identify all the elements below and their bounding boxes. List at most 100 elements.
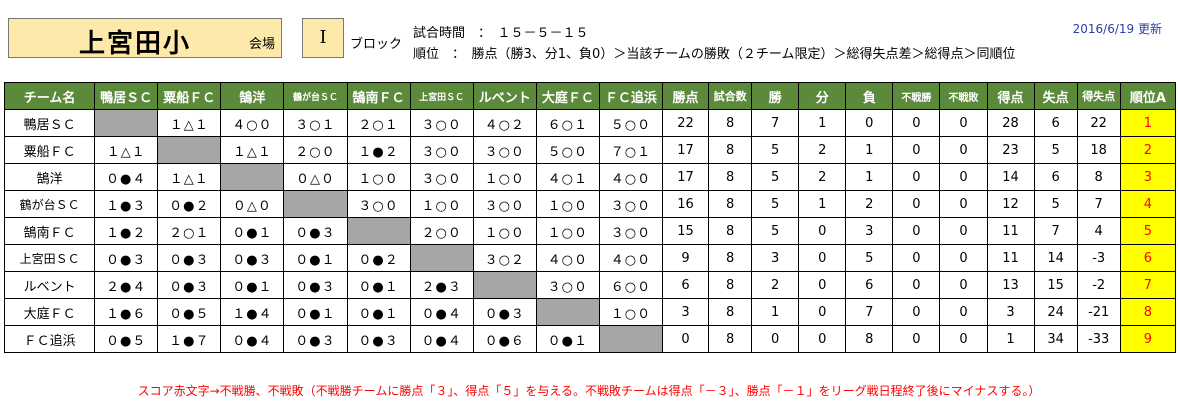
match-result-cell: ２○１	[346, 109, 411, 137]
match-result-cell: ０●４	[409, 325, 474, 353]
match-result-cell: ０●１	[346, 271, 411, 299]
stat-cell: -33	[1076, 325, 1121, 353]
header-row: チーム名 鴨居ＳＣ 粟船ＦＣ 鵠洋 鶴が台ＳＣ 鵠南ＦＣ 上宮田ＳＣ ルベント …	[3, 82, 1177, 110]
stat-cell: 0	[892, 298, 941, 326]
stat-cell: 18	[1076, 136, 1121, 164]
match-result-cell: ２○０	[283, 136, 348, 164]
self-match-cell	[598, 325, 663, 353]
table-row: 大庭ＦＣ １●６ ０●５ １●４ ０●１ ０●１ ０●４ ０●３ １○０ 3 8 1 0 7 0 0 3 24 -2…	[3, 298, 1177, 326]
stat-cell: 12	[986, 190, 1035, 218]
match-result-cell: ０●１	[283, 244, 348, 272]
match-result-cell: ２●４	[94, 271, 159, 299]
stat-cell: 5	[751, 190, 800, 218]
match-result-cell: ０●１	[283, 298, 348, 326]
stat-cell: 11	[986, 244, 1035, 272]
match-result-cell: ０●２	[346, 244, 411, 272]
stat-cell: 3	[986, 298, 1035, 326]
goals-for-header: 得点	[986, 82, 1035, 110]
stat-cell: 0	[939, 271, 988, 299]
venue-label: 会場	[248, 37, 275, 52]
table-row: 上宮田ＳＣ ０●３ ０●３ ０●３ ０●１ ０●２ ３○２ ４○０ ４○０ 9 8 3 0 5 0 0 11 14…	[3, 244, 1177, 272]
stat-cell: 5	[1033, 190, 1078, 218]
team-name: ルベント	[3, 271, 96, 299]
match-result-cell: １△１	[157, 163, 222, 191]
opponent-header: 粟船ＦＣ	[157, 82, 222, 110]
goal-diff-header: 得失点	[1076, 82, 1121, 110]
stat-cell: 24	[1033, 298, 1078, 326]
match-result-cell: ３○０	[472, 136, 537, 164]
opponent-header: 鵠洋	[220, 82, 285, 110]
match-result-cell: ０△０	[220, 190, 285, 218]
rank-cell: 7	[1119, 271, 1177, 299]
wins-header: 勝	[751, 82, 800, 110]
stat-cell: 0	[939, 190, 988, 218]
match-result-cell: ０●３	[346, 325, 411, 353]
match-result-cell: １○０	[472, 217, 537, 245]
stat-cell: 17	[661, 163, 710, 191]
stat-cell: 4	[1076, 217, 1121, 245]
stat-cell: 1	[798, 190, 847, 218]
match-result-cell: １○０	[535, 190, 600, 218]
table-row: 鶴が台ＳＣ １●３ ０●２ ０△０ ３○０ １○０ ３○０ １○０ ３○０ 16 8 5 1 2 0 0 12 5…	[3, 190, 1177, 218]
match-result-cell: ４○０	[220, 109, 285, 137]
opponent-header: 鴨居ＳＣ	[94, 82, 159, 110]
rank-cell: 6	[1119, 244, 1177, 272]
match-result-cell: ３○０	[472, 190, 537, 218]
match-result-cell: ０●４	[409, 298, 474, 326]
table-row: 鵠洋 ０●４ １△１ ０△０ １○０ ３○０ １○０ ４○１ ４○０ 17 8 5 2 1 0 0 14 6 8 3	[3, 163, 1177, 191]
table-row: 鴨居ＳＣ １△１ ４○０ ３○１ ２○１ ３○０ ４○２ ６○１ ５○０ 22 8 7 1 0 0 0 28 6 2…	[3, 109, 1177, 137]
match-result-cell: ５○０	[598, 109, 663, 137]
self-match-cell	[346, 217, 411, 245]
stat-cell: 8	[1076, 163, 1121, 191]
stat-cell: 0	[939, 217, 988, 245]
venue-name-box: 上宮田小 会場	[8, 18, 282, 59]
stat-cell: 8	[708, 325, 753, 353]
match-result-cell: ２○１	[157, 217, 222, 245]
ranking-rules-info: 順位 ： 勝点（勝3、分1、負0）＞当該チームの勝敗（２チーム限定）＞総得失点差…	[413, 47, 1016, 62]
match-result-cell: ０△０	[283, 163, 348, 191]
match-result-cell: １○０	[598, 298, 663, 326]
stat-cell: 7	[1033, 217, 1078, 245]
stat-cell: 1	[845, 136, 894, 164]
stat-cell: 13	[986, 271, 1035, 299]
match-result-cell: ０●４	[220, 325, 285, 353]
match-result-cell: ７○１	[598, 136, 663, 164]
stat-cell: -3	[1076, 244, 1121, 272]
stat-cell: -21	[1076, 298, 1121, 326]
stat-cell: 0	[892, 271, 941, 299]
stat-cell: 16	[661, 190, 710, 218]
match-result-cell: ２●３	[409, 271, 474, 299]
standings-table: チーム名 鴨居ＳＣ 粟船ＦＣ 鵠洋 鶴が台ＳＣ 鵠南ＦＣ 上宮田ＳＣ ルベント …	[3, 82, 1177, 353]
self-match-cell	[535, 298, 600, 326]
match-result-cell: ０●１	[346, 298, 411, 326]
losses-header: 負	[845, 82, 894, 110]
stat-cell: 8	[708, 244, 753, 272]
stat-cell: 0	[892, 163, 941, 191]
team-name: ＦＣ追浜	[3, 325, 96, 353]
match-result-cell: ０●１	[220, 217, 285, 245]
match-time-info: 試合時間 ： １５－５－１５	[413, 26, 589, 41]
stat-cell: 0	[939, 136, 988, 164]
match-result-cell: ０●３	[283, 271, 348, 299]
stat-cell: 2	[751, 271, 800, 299]
stat-cell: 23	[986, 136, 1035, 164]
match-result-cell: １○０	[409, 190, 474, 218]
match-result-cell: １○０	[472, 163, 537, 191]
stat-cell: 17	[661, 136, 710, 164]
match-result-cell: ６○０	[598, 271, 663, 299]
stat-cell: 0	[892, 244, 941, 272]
stat-cell: 0	[939, 244, 988, 272]
stat-cell: 0	[892, 136, 941, 164]
stat-cell: 3	[751, 244, 800, 272]
match-result-cell: ０●５	[157, 298, 222, 326]
rank-cell: 2	[1119, 136, 1177, 164]
team-name: 上宮田ＳＣ	[3, 244, 96, 272]
stat-cell: 8	[708, 298, 753, 326]
match-result-cell: １△１	[157, 109, 222, 137]
match-result-cell: ４○１	[535, 163, 600, 191]
stat-cell: 0	[798, 244, 847, 272]
match-result-cell: ０●５	[94, 325, 159, 353]
stat-cell: -2	[1076, 271, 1121, 299]
rank-header: 順位A	[1119, 82, 1177, 110]
self-match-cell	[472, 271, 537, 299]
